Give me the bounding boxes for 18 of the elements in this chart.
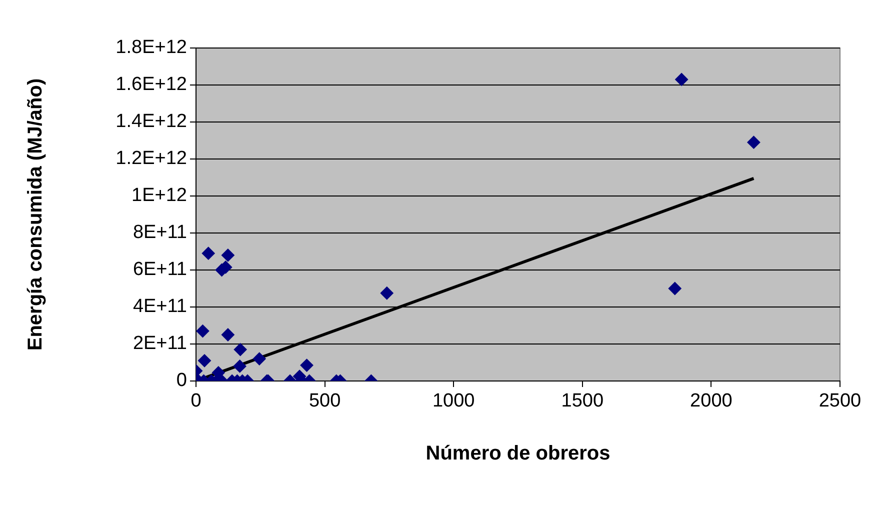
y-tick-label: 1.6E+12 <box>116 74 187 96</box>
y-tick-label: 1.2E+12 <box>116 148 187 170</box>
y-tick-label: 1E+12 <box>132 185 187 206</box>
x-tick-label: 2500 <box>818 390 862 412</box>
y-tick-label: 0 <box>176 370 187 392</box>
y-tick-label: 8E+11 <box>132 222 187 244</box>
y-tick-label: 4E+11 <box>132 296 187 318</box>
x-tick-label: 2000 <box>690 390 732 412</box>
x-tick-label: 0 <box>190 390 202 412</box>
x-tick-label: 1000 <box>432 390 475 412</box>
y-axis-title: Energía consumida (MJ/año) <box>24 78 47 351</box>
y-tick-label: 6E+11 <box>132 259 187 280</box>
x-tick-label: 1500 <box>561 390 604 412</box>
x-axis-title: Número de obreros <box>426 442 610 465</box>
x-tick-label: 500 <box>308 390 341 412</box>
y-tick-label: 2E+11 <box>132 333 187 354</box>
y-tick-label: 1.8E+12 <box>116 37 187 58</box>
y-tick-label: 1.4E+12 <box>116 111 187 132</box>
